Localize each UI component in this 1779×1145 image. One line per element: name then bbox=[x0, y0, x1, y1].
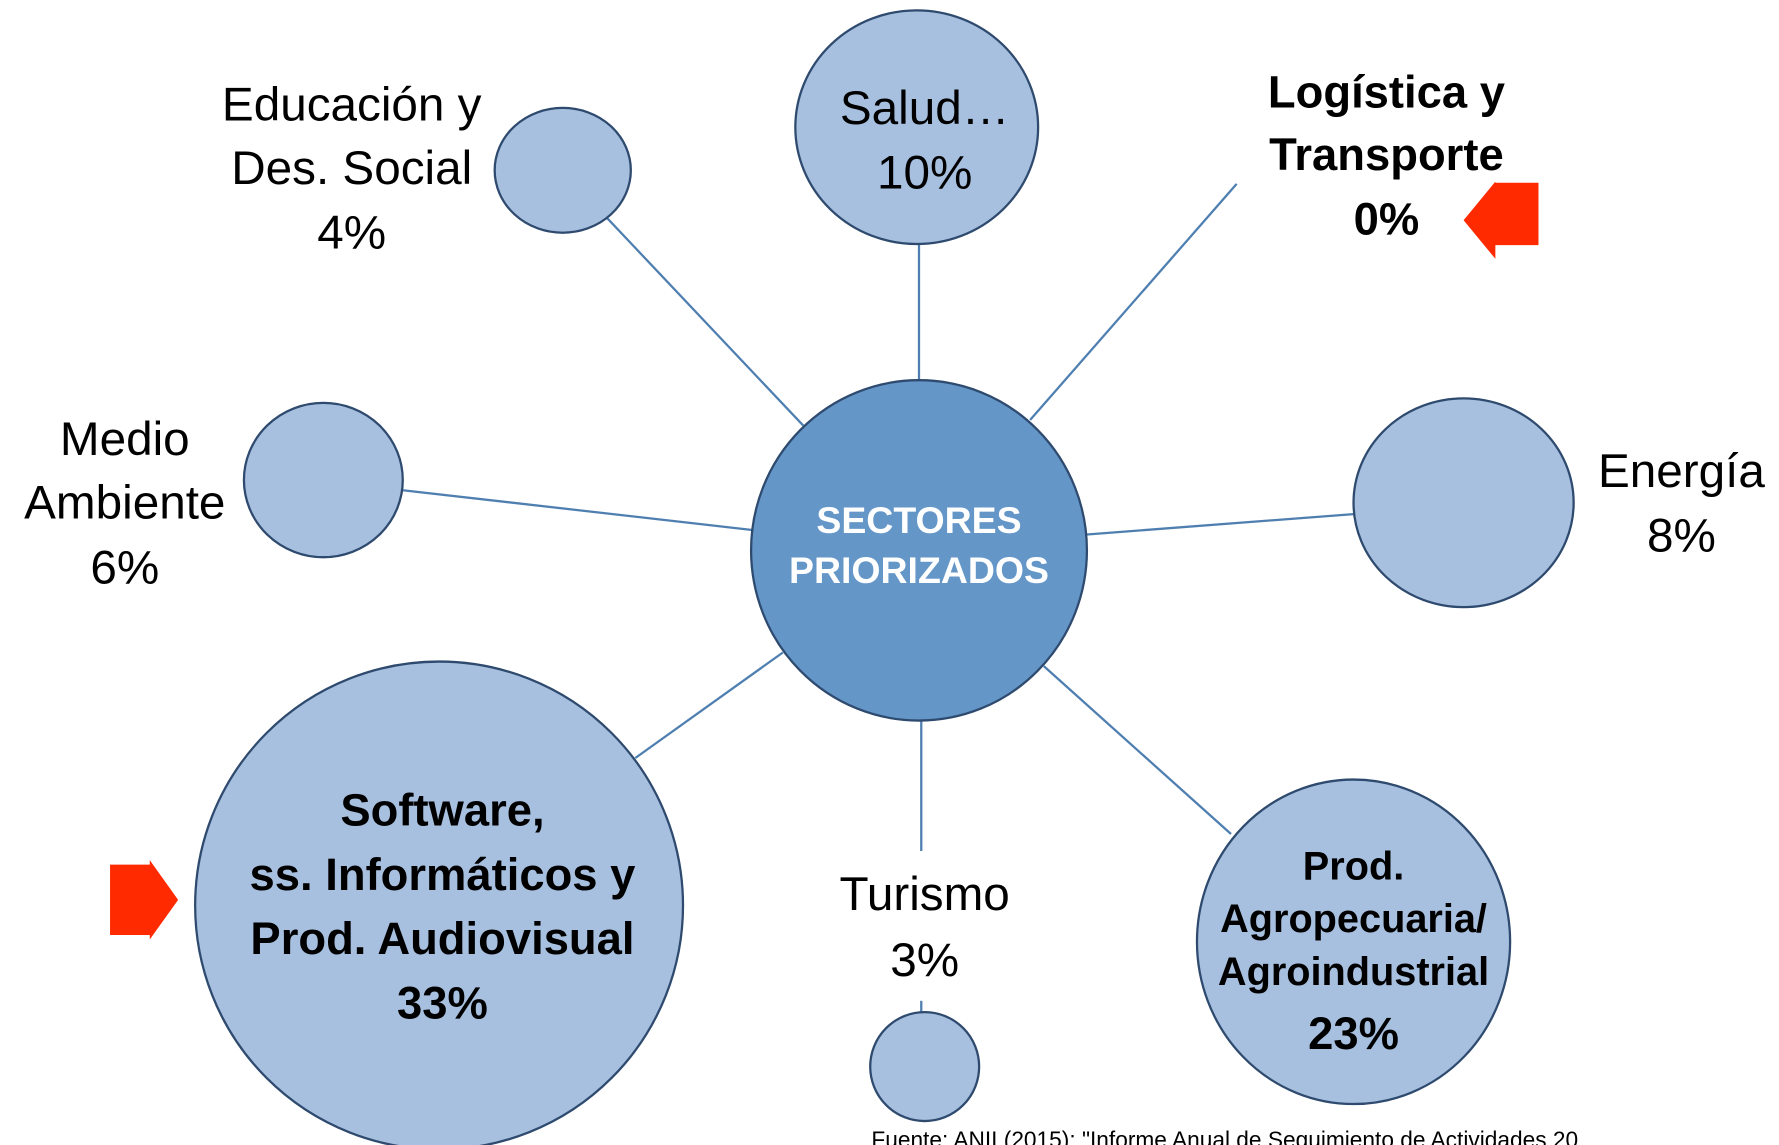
node-circle bbox=[493, 106, 632, 234]
node-label: Medio bbox=[60, 413, 190, 466]
node-circle bbox=[194, 660, 685, 1145]
node-circle bbox=[1195, 778, 1512, 1106]
node-value: 10% bbox=[877, 147, 972, 200]
link bbox=[1029, 183, 1238, 421]
node-label: Salud… bbox=[840, 82, 1010, 135]
center-circle bbox=[749, 379, 1089, 722]
node-label: Agropecuaria/ bbox=[1220, 897, 1487, 941]
node-label: Logística y bbox=[1268, 66, 1505, 117]
node-circle bbox=[869, 1011, 981, 1123]
source-note: Fuente: ANII (2015): "Informe Anual de S… bbox=[871, 1126, 1578, 1145]
link bbox=[402, 489, 753, 532]
node-value: 33% bbox=[397, 977, 488, 1028]
node-value: 23% bbox=[1308, 1008, 1399, 1059]
node-label: Software, bbox=[340, 785, 544, 836]
node-label: ss. Informáticos y bbox=[250, 849, 636, 900]
node-label: Educación y bbox=[222, 78, 482, 131]
node-label: Energía bbox=[1598, 445, 1765, 498]
links bbox=[402, 183, 1354, 1013]
link bbox=[634, 651, 784, 759]
node-value: 3% bbox=[890, 934, 959, 987]
arrow bbox=[110, 860, 179, 940]
node-label: Ambiente bbox=[24, 477, 225, 530]
arrow bbox=[1463, 181, 1539, 259]
node-label: Turismo bbox=[840, 868, 1010, 921]
node-label: Transporte bbox=[1269, 129, 1504, 180]
node-circle bbox=[242, 401, 404, 559]
node-label: Des. Social bbox=[231, 142, 472, 195]
node-label: Prod. Audiovisual bbox=[250, 913, 634, 964]
center-label: SECTORES bbox=[816, 499, 1021, 541]
node-value: 4% bbox=[317, 207, 386, 260]
node-label: Prod. bbox=[1303, 845, 1404, 889]
node-circle bbox=[794, 9, 1040, 246]
link bbox=[1086, 512, 1354, 536]
node-value: 8% bbox=[1647, 510, 1716, 563]
center-label: PRIORIZADOS bbox=[789, 549, 1049, 591]
node-value: 0% bbox=[1354, 193, 1420, 244]
node-label: Agroindustrial bbox=[1218, 950, 1489, 994]
node-value: 6% bbox=[90, 541, 159, 594]
link bbox=[1043, 665, 1232, 835]
link bbox=[606, 217, 805, 427]
node-circle bbox=[1352, 397, 1575, 609]
